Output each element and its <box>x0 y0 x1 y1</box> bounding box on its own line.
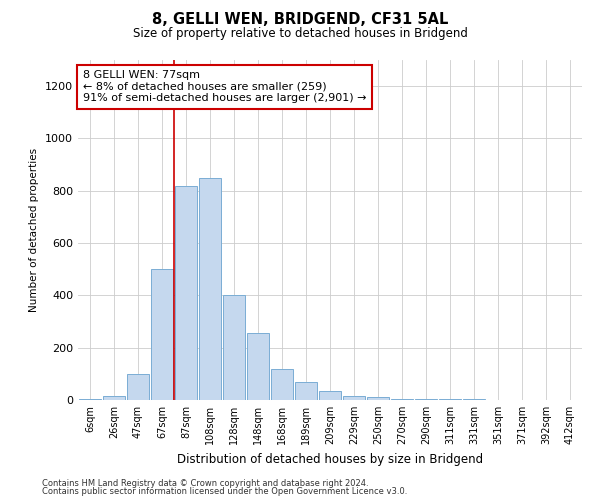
Bar <box>247 334 269 400</box>
Text: 8 GELLI WEN: 77sqm
← 8% of detached houses are smaller (259)
91% of semi-detache: 8 GELLI WEN: 77sqm ← 8% of detached hous… <box>83 70 367 103</box>
Bar <box>151 269 173 400</box>
Y-axis label: Number of detached properties: Number of detached properties <box>29 148 40 312</box>
Bar <box>199 178 221 400</box>
Bar <box>223 296 245 400</box>
Bar <box>319 391 341 400</box>
Bar <box>103 396 125 400</box>
Bar <box>175 186 197 400</box>
Bar <box>295 382 317 400</box>
Text: Contains HM Land Registry data © Crown copyright and database right 2024.: Contains HM Land Registry data © Crown c… <box>42 478 368 488</box>
Text: 8, GELLI WEN, BRIDGEND, CF31 5AL: 8, GELLI WEN, BRIDGEND, CF31 5AL <box>152 12 448 28</box>
Bar <box>367 398 389 400</box>
Text: Contains public sector information licensed under the Open Government Licence v3: Contains public sector information licen… <box>42 487 407 496</box>
Bar <box>415 399 437 400</box>
Bar <box>79 398 101 400</box>
Bar <box>343 396 365 400</box>
X-axis label: Distribution of detached houses by size in Bridgend: Distribution of detached houses by size … <box>177 452 483 466</box>
Bar <box>271 368 293 400</box>
Text: Size of property relative to detached houses in Bridgend: Size of property relative to detached ho… <box>133 28 467 40</box>
Bar <box>391 399 413 400</box>
Bar <box>127 374 149 400</box>
